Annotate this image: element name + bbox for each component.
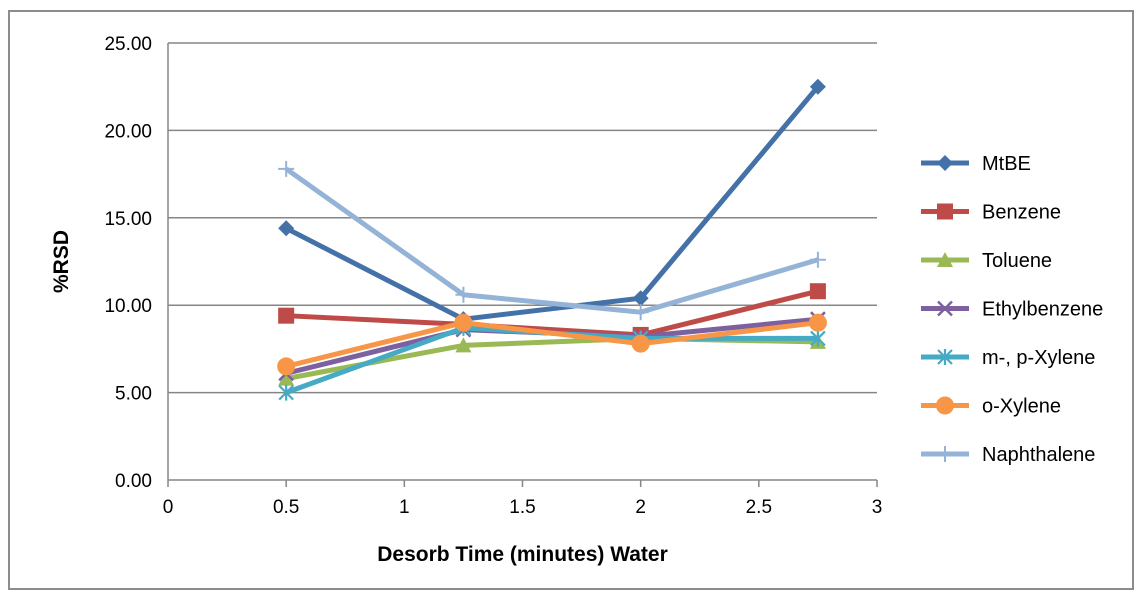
series-line bbox=[286, 288, 819, 338]
data-point-marker bbox=[278, 160, 295, 177]
legend-item: MtBE bbox=[921, 153, 1031, 175]
data-point-marker bbox=[278, 307, 295, 324]
x-tick-label: 2 bbox=[635, 497, 646, 518]
data-point-marker bbox=[808, 313, 827, 332]
legend-item: o-Xylene bbox=[921, 396, 1061, 418]
x-tick-label: 1.5 bbox=[509, 497, 535, 518]
legend-label: Naphthalene bbox=[982, 444, 1095, 466]
series-line bbox=[285, 85, 820, 322]
data-point-marker bbox=[809, 78, 826, 95]
legend-label: m-, p-Xylene bbox=[982, 347, 1095, 369]
legend-item: Benzene bbox=[921, 202, 1061, 224]
data-point-marker bbox=[632, 290, 649, 307]
x-tick-label: 2.5 bbox=[746, 497, 772, 518]
x-tick-label: 3 bbox=[872, 497, 883, 518]
series-lines bbox=[277, 78, 827, 401]
data-point-marker bbox=[937, 252, 953, 267]
legend-label: o-Xylene bbox=[982, 396, 1061, 418]
x-tick-label: 0.5 bbox=[273, 497, 299, 518]
legend-label: Toluene bbox=[982, 250, 1052, 272]
series-line bbox=[285, 325, 818, 395]
legend-item: Ethylbenzene bbox=[921, 299, 1103, 321]
data-point-marker bbox=[455, 337, 472, 353]
data-point-marker bbox=[278, 370, 295, 386]
data-point-marker bbox=[277, 357, 296, 376]
data-point-marker bbox=[937, 300, 953, 317]
series-line bbox=[285, 320, 819, 369]
legend-label: Benzene bbox=[982, 202, 1061, 224]
data-point-marker bbox=[632, 304, 649, 321]
y-tick-label: 5.00 bbox=[115, 384, 152, 405]
data-point-marker bbox=[455, 286, 472, 303]
legend-label: Ethylbenzene bbox=[982, 299, 1103, 321]
data-point-marker bbox=[936, 396, 954, 415]
series-o-xylene bbox=[277, 313, 827, 376]
data-point-marker bbox=[937, 155, 953, 171]
legend-item: Naphthalene bbox=[921, 444, 1095, 466]
data-point-marker bbox=[809, 251, 826, 268]
data-point-marker bbox=[937, 203, 953, 220]
y-tick-label: 10.00 bbox=[104, 296, 152, 317]
data-point-marker bbox=[278, 220, 295, 237]
y-tick-label: 25.00 bbox=[104, 34, 152, 55]
legend-label: MtBE bbox=[982, 153, 1031, 175]
y-tick-label: 15.00 bbox=[104, 209, 152, 230]
axes: 0.00 5.00 10.00 15.00 20.00 25.00 0 0.5 1 1.5 2 2.5… bbox=[104, 34, 882, 518]
data-point-marker bbox=[278, 384, 294, 401]
x-tick-label: 1 bbox=[399, 497, 410, 518]
legend-item: m-, p-Xylene bbox=[921, 347, 1095, 369]
y-tick-label: 20.00 bbox=[104, 121, 152, 142]
data-point-marker bbox=[631, 334, 650, 353]
series-line bbox=[284, 166, 819, 315]
y-tick-label: 0.00 bbox=[115, 471, 152, 492]
series-mtbe bbox=[278, 78, 826, 328]
series-naphthalene bbox=[278, 160, 826, 321]
data-point-marker bbox=[809, 283, 826, 300]
x-tick-label: 0 bbox=[163, 497, 174, 518]
data-point-marker bbox=[810, 330, 826, 347]
chart-frame bbox=[8, 10, 1134, 590]
legend: MtBE Benzene Toluene Ethylbenzene m-, p-Xyle… bbox=[921, 153, 1103, 466]
data-point-marker bbox=[454, 313, 473, 332]
data-point-marker bbox=[937, 446, 953, 462]
legend-item: Toluene bbox=[921, 250, 1052, 272]
x-axis-title: Desorb Time (minutes) Water bbox=[377, 543, 668, 566]
y-axis-title: %RSD bbox=[50, 230, 73, 293]
data-point-marker bbox=[937, 349, 953, 365]
